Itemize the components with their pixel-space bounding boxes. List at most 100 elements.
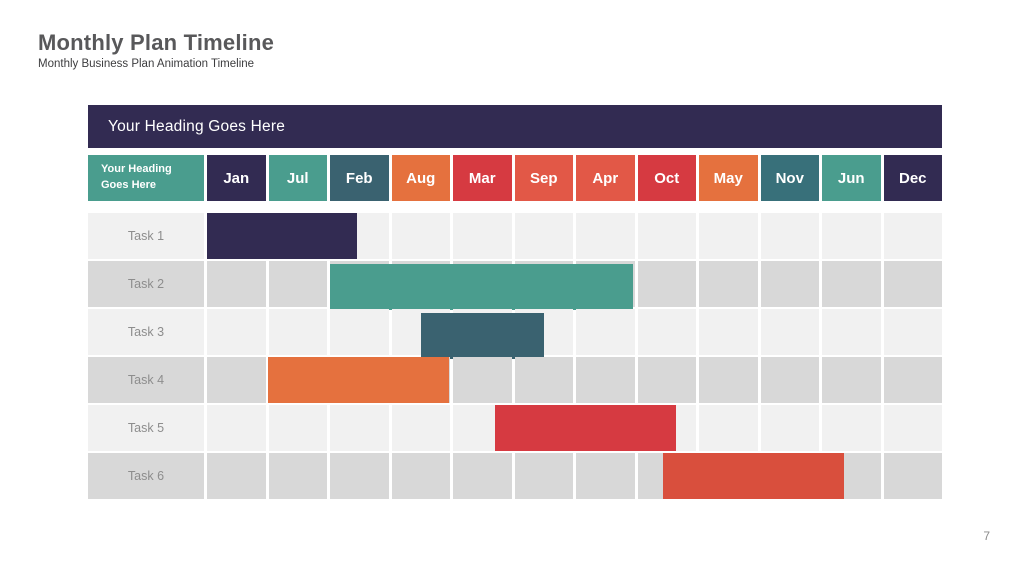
grid-cell: [822, 261, 881, 307]
task-row-3: Task 3: [88, 309, 942, 359]
task-label: Task 2: [88, 261, 204, 307]
grid-cell: [822, 405, 881, 451]
gantt-bar-5: [494, 405, 676, 451]
month-header-apr: Apr: [576, 155, 635, 201]
grid-cell: [699, 213, 758, 259]
grid-cell: [576, 309, 635, 355]
month-header-row: Your Heading Goes Here Jan Jul Feb Aug Mar Se…: [88, 155, 942, 201]
grid-cell: [576, 453, 635, 499]
grid-cell: [453, 453, 512, 499]
month-label: Jun: [837, 169, 865, 187]
month-header-nov: Nov: [760, 155, 819, 201]
grid-cell: [391, 213, 450, 259]
grid-cell: [699, 357, 758, 403]
timeline-heading-bar: Your Heading Goes Here: [88, 105, 942, 148]
grid-cell: [637, 309, 696, 355]
task-row-4: Task 4: [88, 357, 942, 403]
grid-cell: [883, 453, 942, 499]
month-header-dec: Dec: [883, 155, 942, 201]
month-header-aug: Aug: [391, 155, 450, 201]
grid-cell: [822, 357, 881, 403]
grid-cell: [268, 453, 327, 499]
timeline-heading-label: Your Heading Goes Here: [108, 117, 286, 135]
task-label: Task 4: [88, 357, 204, 403]
grid-cell: [453, 357, 512, 403]
grid-cell: [207, 405, 266, 451]
grid-cell: [699, 261, 758, 307]
month-label: Sep: [529, 169, 558, 187]
grid-cell: [453, 213, 512, 259]
title-block: Monthly Plan Timeline Monthly Business P…: [38, 30, 274, 70]
timeline-table: Your Heading Goes Here Your Heading Goes…: [88, 105, 942, 501]
gantt-bar-1: [207, 213, 358, 259]
grid-cell: [268, 405, 327, 451]
month-header-sep: Sep: [514, 155, 573, 201]
grid-cell: [699, 309, 758, 355]
page-title: Monthly Plan Timeline: [38, 30, 275, 55]
grid-cell: [883, 261, 942, 307]
grid-cell: [883, 357, 942, 403]
grid-cell: [330, 309, 389, 355]
month-label: May: [713, 169, 743, 187]
grid-cell: [576, 357, 635, 403]
month-header-feb: Feb: [330, 155, 389, 201]
grid-cell: [391, 405, 450, 451]
grid-cell: [207, 453, 266, 499]
month-label: Apr: [592, 169, 619, 187]
month-label: Nov: [775, 169, 804, 187]
month-header-jun: Jun: [822, 155, 881, 201]
month-label: Oct: [654, 169, 680, 187]
month-label: Jul: [286, 169, 309, 187]
task-rows: Task 1 Task 2 Task 3 Task 4 Task 5 Task 6: [88, 213, 942, 499]
task-label: Task 1: [88, 213, 204, 259]
grid-cell: [330, 405, 389, 451]
corner-cell-line1: Your Heading: [101, 163, 172, 176]
gantt-bar-3: [421, 313, 544, 359]
grid-cell: [883, 309, 942, 355]
grid-cell: [637, 357, 696, 403]
grid-cell: [637, 213, 696, 259]
grid-cell: [514, 357, 573, 403]
grid-cell: [822, 213, 881, 259]
grid-cell: [514, 453, 573, 499]
month-label: Mar: [468, 169, 496, 187]
grid-cell: [330, 453, 389, 499]
gantt-bar-2: [329, 264, 633, 310]
grid-cell: [207, 309, 266, 355]
month-header-mar: Mar: [453, 155, 512, 201]
task-label: Task 5: [88, 405, 204, 451]
grid-cell: [760, 357, 819, 403]
grid-cell: [822, 309, 881, 355]
grid-cell: [514, 213, 573, 259]
gantt-bar-4: [268, 357, 449, 403]
grid-cell: [637, 261, 696, 307]
grid-cell: [699, 405, 758, 451]
month-header-oct: Oct: [637, 155, 696, 201]
gantt-bar-6: [663, 453, 845, 499]
month-header-jul: Jul: [268, 155, 327, 201]
page-number: 7: [983, 529, 990, 543]
task-label: Task 6: [88, 453, 204, 499]
grid-cell: [760, 405, 819, 451]
task-row-6: Task 6: [88, 453, 942, 499]
month-header-may: May: [699, 155, 758, 201]
task-row-5: Task 5: [88, 405, 942, 451]
grid-cell: [760, 309, 819, 355]
month-label: Feb: [345, 169, 373, 187]
grid-cell: [391, 453, 450, 499]
corner-cell: Your Heading Goes Here: [88, 155, 204, 201]
grid-cell: [883, 405, 942, 451]
page-subtitle: Monthly Business Plan Animation Timeline: [38, 58, 255, 71]
grid-cell: [760, 261, 819, 307]
grid-cell: [207, 261, 266, 307]
month-label: Jan: [223, 169, 250, 187]
task-label: Task 3: [88, 309, 204, 355]
month-label: Aug: [406, 169, 436, 187]
grid-cell: [883, 213, 942, 259]
task-row-1: Task 1: [88, 213, 942, 259]
corner-cell-line2: Goes Here: [101, 179, 157, 191]
grid-cell: [268, 309, 327, 355]
grid-cell: [268, 261, 327, 307]
month-label: Dec: [898, 169, 927, 187]
task-row-2: Task 2: [88, 261, 942, 310]
